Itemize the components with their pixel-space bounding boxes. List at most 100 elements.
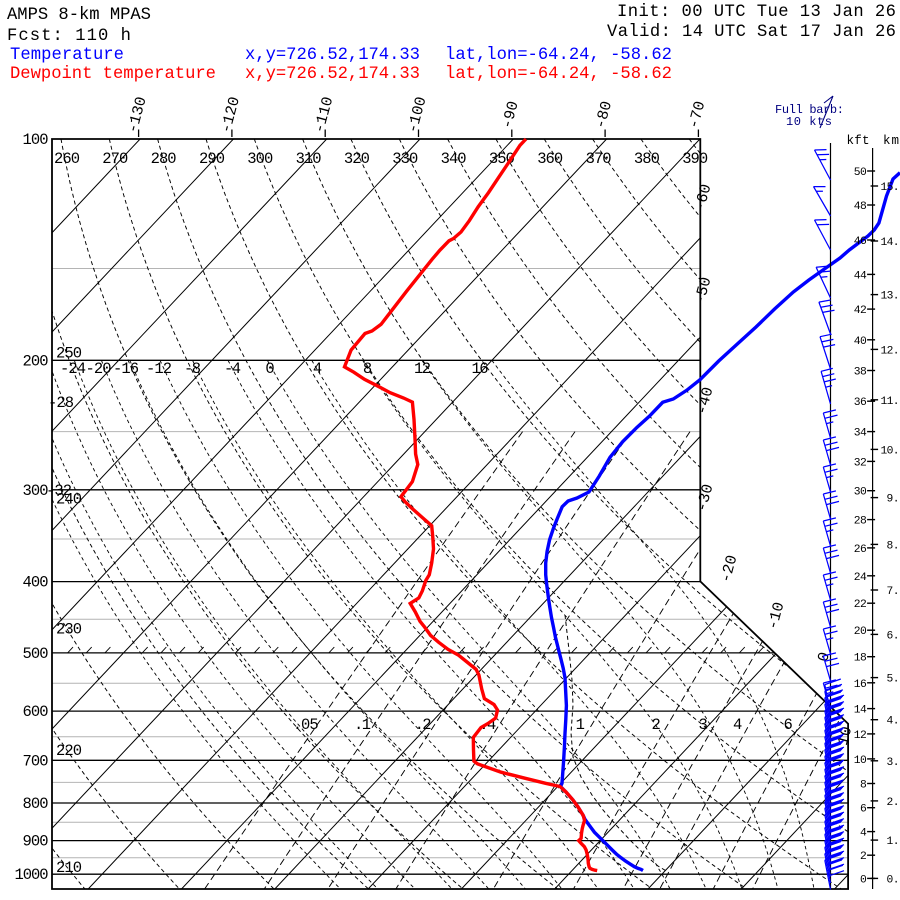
svg-text:270: 270 [102,150,128,168]
svg-text:14.: 14. [881,237,900,249]
svg-text:4: 4 [860,828,867,840]
svg-text:kft: kft [847,134,870,148]
svg-text:13.: 13. [881,291,900,303]
svg-text:42: 42 [854,305,867,317]
svg-text:36: 36 [854,397,867,409]
svg-text:300: 300 [247,150,273,168]
svg-text:220: 220 [56,742,82,760]
svg-text:x,y=726.52,174.33: x,y=726.52,174.33 [245,65,420,84]
svg-text:4: 4 [313,360,322,378]
svg-text:10.: 10. [881,445,900,457]
svg-text:-16: -16 [113,360,139,378]
svg-text:1: 1 [576,716,585,734]
svg-text:48: 48 [854,201,867,213]
svg-text:2.: 2. [887,797,900,809]
svg-text:600: 600 [23,703,49,721]
svg-text:0: 0 [860,874,867,886]
svg-text:11.: 11. [881,396,900,408]
svg-text:Fcst: 110 h: Fcst: 110 h [7,27,131,46]
svg-text:-4: -4 [224,360,241,378]
svg-text:46: 46 [854,236,867,248]
svg-text:-28: -28 [48,394,74,412]
svg-text:3.: 3. [887,757,900,769]
svg-text:50: 50 [854,167,867,179]
svg-text:700: 700 [23,752,49,770]
svg-text:360: 360 [537,150,563,168]
svg-text:lat,lon=-64.24, -58.62: lat,lon=-64.24, -58.62 [445,65,672,84]
svg-text:16: 16 [472,360,489,378]
svg-text:280: 280 [151,150,177,168]
svg-text:Dewpoint temperature: Dewpoint temperature [10,65,216,84]
svg-text:16: 16 [854,679,867,691]
svg-text:6: 6 [860,804,867,816]
svg-text:260: 260 [54,150,80,168]
svg-text:Temperature: Temperature [10,46,124,65]
svg-text:6.: 6. [887,630,900,642]
svg-text:-20: -20 [86,360,112,378]
svg-text:-32: -32 [46,482,72,500]
svg-text:1000: 1000 [15,866,49,884]
svg-text:8: 8 [860,780,867,792]
svg-text:370: 370 [586,150,612,168]
svg-text:22: 22 [854,599,867,611]
svg-text:20: 20 [854,626,867,638]
svg-text:320: 320 [344,150,370,168]
svg-text:10 kts: 10 kts [786,115,832,129]
svg-text:3: 3 [698,716,707,734]
svg-text:.05: .05 [293,716,319,734]
svg-text:5.: 5. [887,674,900,686]
svg-text:-12: -12 [146,360,172,378]
svg-text:400: 400 [23,574,49,592]
svg-text:-8: -8 [184,360,201,378]
svg-text:32: 32 [854,457,867,469]
svg-text:290: 290 [199,150,225,168]
svg-text:340: 340 [441,150,467,168]
svg-text:0: 0 [265,360,274,378]
svg-text:lat,lon=-64.24, -58.62: lat,lon=-64.24, -58.62 [445,46,672,65]
svg-text:6: 6 [783,716,792,734]
svg-text:38: 38 [854,367,867,379]
svg-text:200: 200 [23,352,49,370]
svg-text:AMPS 8-km MPAS: AMPS 8-km MPAS [7,6,151,25]
svg-text:9.: 9. [887,494,900,506]
svg-text:12: 12 [854,730,867,742]
svg-text:300: 300 [23,482,49,500]
svg-text:.1: .1 [354,716,371,734]
svg-text:26: 26 [854,544,867,556]
svg-text:2: 2 [860,851,867,863]
svg-text:250: 250 [56,345,82,363]
svg-text:900: 900 [23,833,49,851]
svg-text:18: 18 [854,653,867,665]
svg-text:12: 12 [414,360,431,378]
svg-text:40: 40 [854,336,867,348]
svg-text:210: 210 [56,859,82,877]
svg-text:1.: 1. [887,836,900,848]
svg-text:28: 28 [854,516,867,528]
svg-text:7.: 7. [887,586,900,598]
svg-text:Full barb:: Full barb: [775,103,844,117]
svg-text:4.: 4. [887,716,900,728]
svg-text:240: 240 [56,491,82,509]
svg-text:100: 100 [23,131,49,149]
svg-text:500: 500 [23,645,49,663]
svg-text:-24: -24 [60,360,86,378]
svg-text:km: km [883,134,899,148]
svg-text:x,y=726.52,174.33: x,y=726.52,174.33 [245,46,420,65]
svg-text:330: 330 [392,150,418,168]
svg-text:8: 8 [363,360,372,378]
svg-text:34: 34 [854,428,867,440]
svg-text:44: 44 [854,270,867,282]
svg-text:10: 10 [854,755,867,767]
svg-text:2: 2 [651,716,660,734]
svg-text:Init: 00 UTC Tue 13 Jan 26: Init: 00 UTC Tue 13 Jan 26 [617,3,896,22]
svg-text:12.: 12. [881,345,900,357]
svg-text:15.: 15. [881,182,900,194]
svg-text:30: 30 [854,487,867,499]
svg-text:Valid: 14 UTC Sat 17 Jan 26: Valid: 14 UTC Sat 17 Jan 26 [607,23,896,42]
svg-text:8.: 8. [887,540,900,552]
svg-text:.2: .2 [415,716,432,734]
svg-text:380: 380 [634,150,660,168]
svg-text:0.: 0. [887,874,900,886]
svg-text:390: 390 [682,150,708,168]
svg-text:230: 230 [56,620,82,638]
